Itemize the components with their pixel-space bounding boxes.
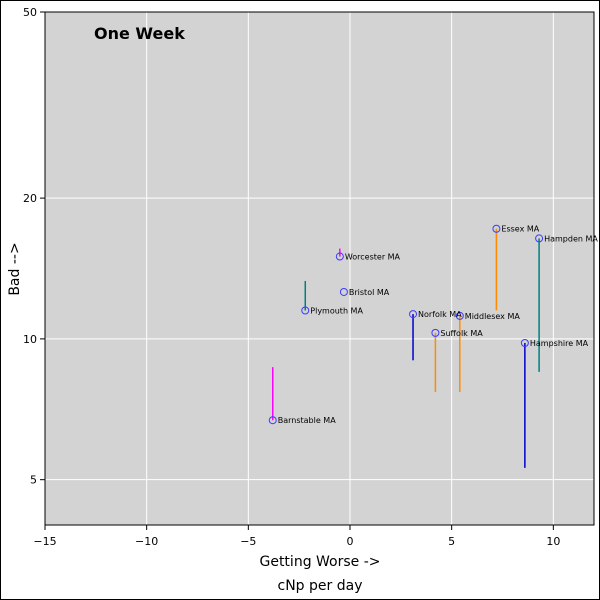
x-tick-label: 10 [546, 535, 560, 548]
y-axis: 5 10 20 50 [23, 6, 45, 487]
plot-border [44, 11, 595, 526]
y-tick-label: 5 [30, 474, 37, 487]
data-points [268, 224, 544, 425]
y-tick-label: 20 [23, 192, 37, 205]
point-label: Hampden MA [544, 234, 598, 243]
data-point [409, 310, 418, 319]
data-point [520, 338, 529, 347]
x-tick-label: 0 [347, 535, 354, 548]
data-point [431, 328, 440, 337]
x-axis-subtitle: cNp per day [278, 578, 363, 594]
point-label: Suffolk MA [440, 329, 483, 338]
point-label: Plymouth MA [310, 307, 363, 316]
x-axis: −15 −10 −5 0 5 10 [33, 525, 560, 548]
x-tick-label: −15 [33, 535, 56, 548]
x-tick-label: −5 [240, 535, 256, 548]
data-point [339, 287, 348, 296]
point-label: Bristol MA [349, 288, 390, 297]
data-point [492, 224, 501, 233]
y-tick-label: 10 [23, 333, 37, 346]
data-point [455, 311, 464, 320]
data-point [268, 416, 277, 425]
data-point [301, 306, 310, 315]
x-tick-label: −10 [135, 535, 158, 548]
x-axis-title: Getting Worse -> [259, 554, 380, 570]
point-labels: Barnstable MA Plymouth MA Worcester MA Bris… [278, 225, 599, 425]
point-label: Essex MA [501, 225, 539, 234]
data-point [335, 252, 344, 261]
point-label: Norfolk MA [418, 310, 462, 319]
x-tick-label: 5 [448, 535, 455, 548]
chart-title: One Week [94, 24, 185, 43]
point-label: Middlesex MA [465, 312, 521, 321]
plot-area [45, 12, 594, 525]
point-label: Barnstable MA [278, 416, 336, 425]
y-axis-title: Bad --> [7, 242, 23, 295]
point-label: Hampshire MA [530, 339, 589, 348]
y-tick-label: 50 [23, 6, 37, 19]
data-point [535, 234, 544, 243]
trend-segments [271, 228, 540, 468]
point-label: Worcester MA [345, 253, 401, 262]
